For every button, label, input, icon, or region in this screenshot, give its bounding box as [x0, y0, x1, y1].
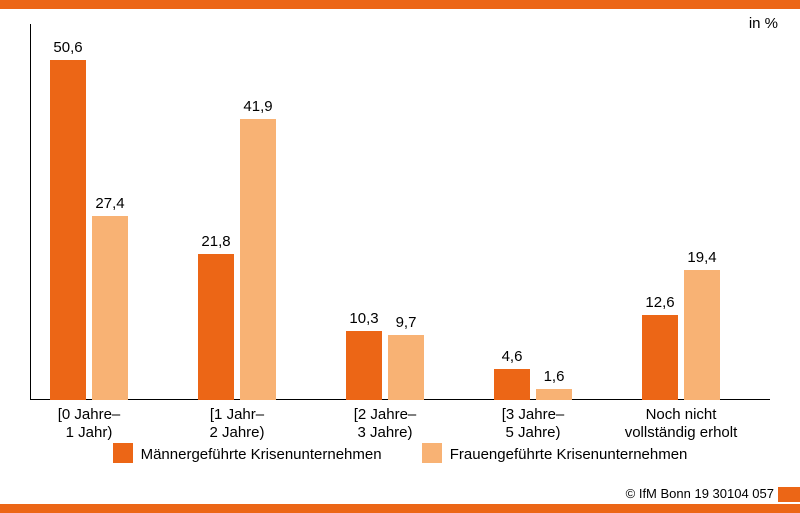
bar-m: 50,6 — [50, 60, 86, 400]
category-label: Noch nicht vollständig erholt — [601, 406, 761, 442]
category-label: [2 Jahre– 3 Jahre) — [305, 406, 465, 442]
copyright-text: © IfM Bonn 19 30104 057 — [626, 486, 774, 501]
bar-value-label: 1,6 — [524, 368, 584, 385]
bar-value-label: 41,9 — [228, 98, 288, 115]
bar-m: 21,8 — [198, 254, 234, 400]
bar-value-label: 12,6 — [630, 294, 690, 311]
y-axis — [30, 24, 31, 400]
bar-group: 50,627,4[0 Jahre– 1 Jahr) — [50, 24, 128, 400]
category-label: [3 Jahre– 5 Jahre) — [453, 406, 613, 442]
top-accent-bar — [0, 0, 800, 9]
bar-value-label: 27,4 — [80, 195, 140, 212]
bar-value-label: 50,6 — [38, 39, 98, 56]
bar-f: 1,6 — [536, 389, 572, 400]
bar-value-label: 9,7 — [376, 314, 436, 331]
bar-value-label: 19,4 — [672, 249, 732, 266]
legend: Männergeführte Krisenunternehmen Fraueng… — [0, 443, 800, 463]
bar-group: 12,619,4Noch nicht vollständig erholt — [642, 24, 720, 400]
bar-group: 10,39,7[2 Jahre– 3 Jahre) — [346, 24, 424, 400]
bar-f: 19,4 — [684, 270, 720, 400]
bar-group: 4,61,6[3 Jahre– 5 Jahre) — [494, 24, 572, 400]
bar-f: 9,7 — [388, 335, 424, 400]
bar-f: 41,9 — [240, 119, 276, 400]
legend-swatch-f — [422, 443, 442, 463]
legend-label-f: Frauengeführte Krisenunternehmen — [450, 446, 688, 463]
legend-label-m: Männergeführte Krisenunternehmen — [141, 446, 382, 463]
legend-item-m: Männergeführte Krisenunternehmen — [113, 443, 382, 463]
bar-group: 21,841,9[1 Jahr– 2 Jahre) — [198, 24, 276, 400]
bottom-accent-bar — [0, 504, 800, 513]
copyright-flag — [778, 487, 800, 502]
legend-item-f: Frauengeführte Krisenunternehmen — [422, 443, 688, 463]
chart-plot-area: 50,627,4[0 Jahre– 1 Jahr) 21,841,9[1 Jahr… — [30, 24, 770, 400]
bar-m: 12,6 — [642, 315, 678, 400]
category-label: [1 Jahr– 2 Jahre) — [157, 406, 317, 442]
bar-value-label: 4,6 — [482, 348, 542, 365]
category-label: [0 Jahre– 1 Jahr) — [9, 406, 169, 442]
legend-swatch-m — [113, 443, 133, 463]
bar-f: 27,4 — [92, 216, 128, 400]
bar-value-label: 21,8 — [186, 233, 246, 250]
bar-m: 10,3 — [346, 331, 382, 400]
